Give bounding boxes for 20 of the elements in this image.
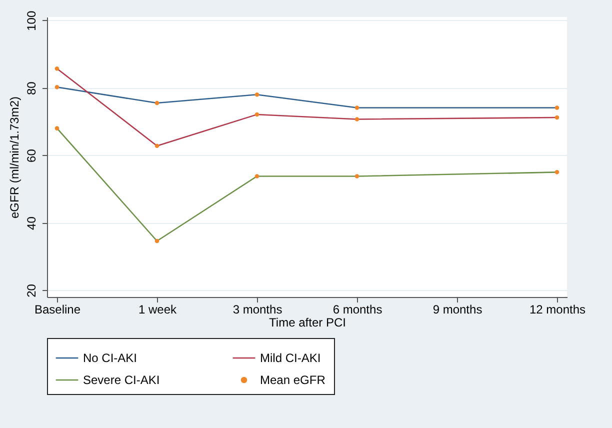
y-tick-label: 100 bbox=[24, 10, 38, 31]
legend-label: Mean eGFR bbox=[260, 373, 326, 387]
line-series bbox=[56, 68, 558, 147]
line-series bbox=[56, 128, 558, 242]
legend-label: Severe CI-AKI bbox=[83, 373, 160, 387]
x-tick-label: 3 months bbox=[232, 302, 282, 316]
legend-label: No CI-AKI bbox=[83, 351, 138, 365]
x-tick-label: Baseline bbox=[34, 302, 81, 316]
x-tick-label: 1 week bbox=[138, 302, 178, 316]
x-tick-label: 9 months bbox=[432, 302, 482, 316]
line-series bbox=[56, 86, 558, 108]
y-tick-label: 40 bbox=[24, 216, 38, 230]
x-tick-label: 12 months bbox=[529, 302, 586, 316]
legend-label: Mild CI-AKI bbox=[260, 351, 321, 365]
y-tick-label: 80 bbox=[24, 81, 38, 96]
y-axis-title: eGFR (ml/min/1.73m2) bbox=[8, 96, 22, 219]
x-axis-title: Time after PCI bbox=[269, 316, 346, 330]
y-tick-label: 60 bbox=[24, 148, 38, 162]
x-tick-label: 6 months bbox=[332, 302, 382, 316]
y-tick-label: 20 bbox=[24, 284, 38, 298]
